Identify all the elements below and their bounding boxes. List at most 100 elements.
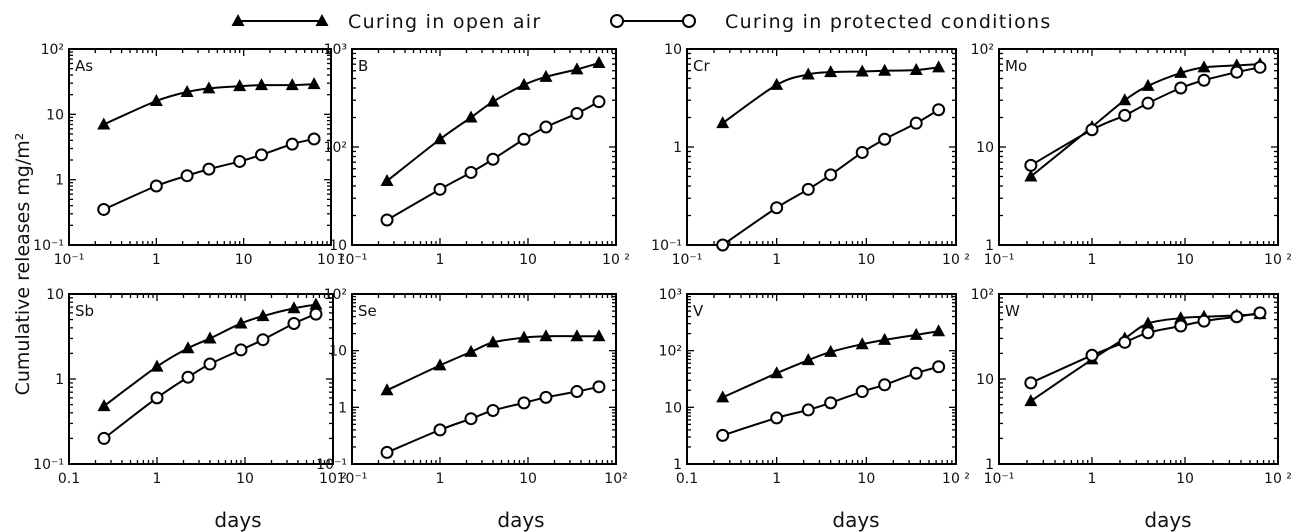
y-tick-label: 10² <box>41 42 64 58</box>
series-protected <box>380 380 606 459</box>
y-tick-label: 10² <box>659 344 682 360</box>
data-point-circle <box>486 403 500 417</box>
y-tick-label: 10³ <box>324 42 347 58</box>
y-tick-label: 1 <box>673 457 682 473</box>
x-tick-label: 10 ² <box>319 471 347 487</box>
data-point-circle <box>878 378 892 392</box>
x-tick-label: 10 <box>236 471 254 487</box>
data-point-triangle <box>254 78 268 91</box>
data-point-circle <box>1141 96 1155 110</box>
x-tick-label: 10² <box>604 471 627 487</box>
x-tick-label: 10⁻¹ <box>984 252 1015 268</box>
data-point-circle <box>1118 108 1132 122</box>
data-point-triangle <box>181 341 195 354</box>
data-point-triangle <box>909 63 923 76</box>
data-point-triangle <box>380 383 394 396</box>
series-line <box>386 385 600 454</box>
data-point-triangle <box>570 62 584 75</box>
y-tick-label: 10 <box>46 107 64 123</box>
data-point-circle <box>1174 319 1188 333</box>
y-tick-label: 10⁻¹ <box>316 457 347 473</box>
series-open-air <box>716 324 946 403</box>
data-point-circle <box>1085 348 1099 362</box>
data-point-triangle <box>824 344 838 357</box>
data-point-triangle <box>716 116 730 129</box>
panel-label: Sb <box>75 302 94 320</box>
x-tick-label: 1 <box>772 471 781 487</box>
data-point-triangle <box>801 353 815 366</box>
panel-label: As <box>75 57 93 75</box>
series-line <box>1030 66 1261 167</box>
data-point-triangle <box>1141 316 1155 329</box>
x-tick-label: 10⁻¹ <box>337 252 368 268</box>
data-point-triangle <box>203 331 217 344</box>
series-open-air <box>380 55 606 186</box>
x-tick-label: 10 ² <box>317 252 345 268</box>
legend-circle-marker <box>682 14 696 28</box>
panel-label: V <box>693 302 704 320</box>
data-point-circle <box>716 238 730 252</box>
data-point-circle <box>1024 158 1038 172</box>
data-point-circle <box>1085 123 1099 137</box>
legend: Curing in open air Curing in protected c… <box>231 11 1050 33</box>
data-point-triangle <box>1174 311 1188 324</box>
data-point-triangle <box>824 65 838 78</box>
y-tick-label: 10 <box>976 372 994 388</box>
data-point-triangle <box>380 173 394 186</box>
y-tick-label: 10⁻¹ <box>651 238 682 254</box>
series-protected <box>1024 306 1267 390</box>
data-point-circle <box>285 137 299 151</box>
series-open-air <box>1024 307 1267 407</box>
data-point-triangle <box>234 316 248 329</box>
legend-open-air-label: Curing in open air <box>348 11 542 33</box>
y-tick-label: 10 <box>664 400 682 416</box>
x-axis-label: days <box>497 508 544 532</box>
y-tick-label: 10 <box>329 344 347 360</box>
panel-label: W <box>1005 302 1020 320</box>
data-point-triangle <box>149 93 163 106</box>
y-tick-label: 1 <box>985 238 994 254</box>
data-point-circle <box>932 360 946 374</box>
data-point-circle <box>1230 310 1244 324</box>
data-point-triangle <box>233 79 247 92</box>
plot-frame <box>68 48 332 246</box>
y-tick-label: 1 <box>673 140 682 156</box>
panel-label: Se <box>358 302 377 320</box>
data-point-triangle <box>801 67 815 80</box>
y-tick-label: 10² <box>324 140 347 156</box>
chart-panel-b: 10⁻¹ 1 10 10 ² 10 10² 10³ B <box>324 42 630 268</box>
x-tick-label: 10 <box>857 471 875 487</box>
data-point-triangle <box>770 366 784 379</box>
x-tick-label: 1 <box>152 252 161 268</box>
x-tick-label: 10 ² <box>602 252 630 268</box>
x-tick-label: 0.1 <box>676 471 698 487</box>
data-point-triangle <box>592 329 606 342</box>
data-point-triangle <box>517 330 531 343</box>
data-point-circle <box>824 168 838 182</box>
y-tick-label: 1 <box>55 372 64 388</box>
data-point-circle <box>1174 81 1188 95</box>
data-point-triangle <box>97 399 111 412</box>
data-point-triangle <box>878 63 892 76</box>
data-point-circle <box>855 385 869 399</box>
legend-protected: Curing in protected conditions <box>610 11 1050 33</box>
y-tick-label: 10⁻¹ <box>33 238 64 254</box>
x-axis-label: days <box>832 508 879 532</box>
x-tick-label: 10 ² <box>942 471 970 487</box>
x-axis-label: days <box>214 508 261 532</box>
x-tick-label: 1 <box>1088 252 1097 268</box>
series-protected <box>97 307 323 445</box>
series-protected <box>716 103 946 252</box>
data-point-circle <box>909 116 923 130</box>
series-open-air <box>97 297 323 412</box>
data-point-triangle <box>150 359 164 372</box>
x-tick-label: 0.1 <box>58 471 80 487</box>
data-point-circle <box>855 145 869 159</box>
plot-frame <box>686 48 957 246</box>
data-point-triangle <box>539 69 553 82</box>
data-point-triangle <box>97 117 111 130</box>
